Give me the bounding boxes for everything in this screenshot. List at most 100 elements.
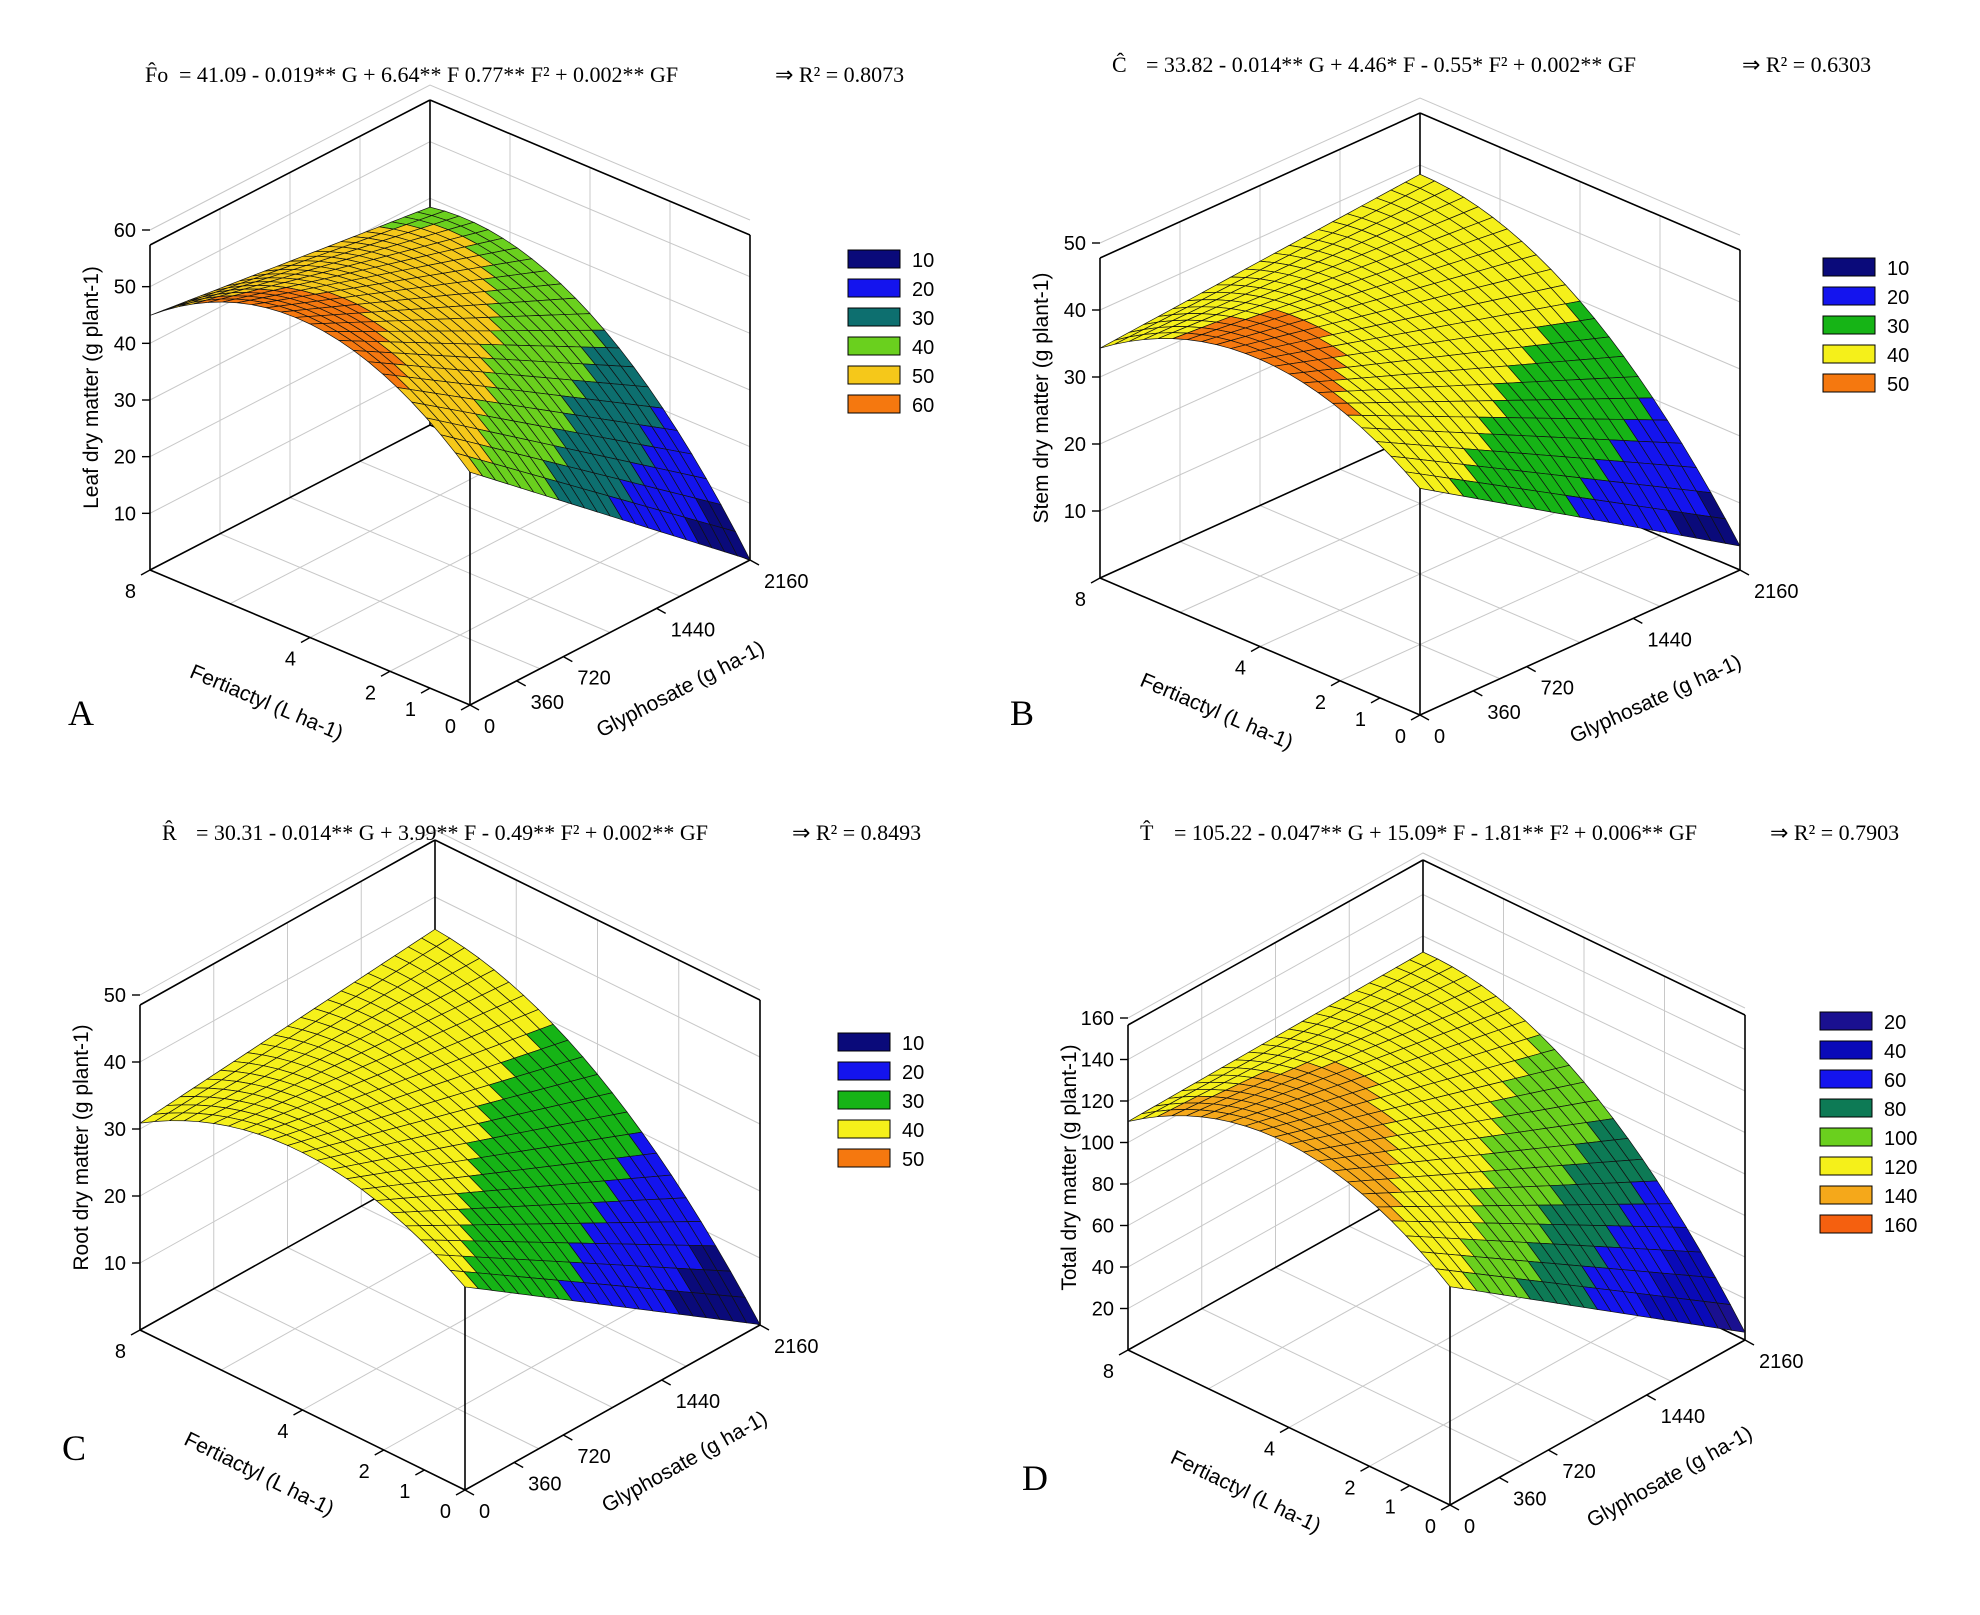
fertiactyl-tick	[1090, 577, 1101, 584]
z-tick-label: 40	[1064, 300, 1086, 322]
surface	[149, 206, 751, 561]
fertiactyl-tick	[1118, 1349, 1129, 1356]
z-tick-label: 140	[1081, 1050, 1114, 1072]
fertiactyl-tick-label: 8	[115, 1341, 126, 1363]
fertiactyl-tick	[380, 670, 391, 677]
glyphosate-tick	[749, 559, 760, 566]
legend-swatch	[1819, 1011, 1873, 1031]
glyphosate-axis-label: Glyphosate (g ha-1)	[593, 636, 768, 742]
box-edge	[1099, 112, 1421, 259]
equation-formula: = 33.82 - 0.014** G + 4.46* F - 0.55* F²…	[1146, 52, 1636, 77]
fertiactyl-tick-label: 8	[125, 581, 136, 603]
fertiactyl-tick	[1250, 645, 1261, 653]
z-tick-label: 60	[1092, 1216, 1114, 1238]
glyphosate-tick-label: 2160	[764, 571, 809, 593]
legend-label: 40	[912, 337, 934, 359]
z-axis-label: Stem dry matter (g plant-1)	[1030, 273, 1053, 524]
legend-label: 60	[1884, 1070, 1906, 1092]
box-edge	[434, 839, 761, 1001]
legend-swatch	[1822, 286, 1876, 306]
glyphosate-tick	[656, 607, 667, 614]
fertiactyl-tick	[1370, 697, 1381, 704]
equation-r2: ⇒ R² = 0.8073	[775, 62, 904, 87]
fertiactyl-tick-label: 2	[1344, 1477, 1355, 1499]
z-tick-label: 20	[114, 447, 136, 469]
wall-grid-line	[1127, 852, 1746, 1019]
box-edge	[1127, 1184, 1424, 1351]
legend-swatch	[847, 307, 901, 327]
legend-label: 50	[912, 366, 934, 388]
equation-formula: = 105.22 - 0.047** G + 15.09* F - 1.81**…	[1174, 820, 1697, 845]
wall-grid-line	[149, 84, 751, 231]
glyphosate-tick	[1646, 1394, 1657, 1401]
fertiactyl-tick	[1360, 1465, 1370, 1472]
floor-grid-line	[1349, 1225, 1672, 1382]
equation-formula: = 41.09 - 0.019** G + 6.64** F 0.77** F²…	[179, 62, 678, 87]
legend: 20 40 60 80 100 120 140 160	[1819, 1011, 1917, 1237]
z-tick-label: 30	[1064, 367, 1086, 389]
glyphosate-axis-label: Glyphosate (g ha-1)	[1583, 1422, 1756, 1533]
legend-swatch	[847, 249, 901, 269]
box-edge	[1419, 112, 1741, 251]
glyphosate-tick	[1632, 617, 1643, 624]
fertiactyl-tick	[130, 1329, 141, 1336]
legend-label: 30	[1887, 316, 1909, 338]
surface	[139, 928, 761, 1325]
equation: F̂o = 41.09 - 0.019** G + 6.64** F 0.77**…	[145, 62, 904, 87]
glyphosate-tick	[1419, 714, 1430, 721]
legend-label: 160	[1884, 1215, 1917, 1237]
legend-label: 120	[1884, 1157, 1917, 1179]
legend-swatch	[1822, 373, 1876, 393]
box-edge	[149, 99, 431, 246]
glyphosate-tick	[562, 656, 573, 663]
surface-cell	[449, 1269, 480, 1290]
glyphosate-tick	[1449, 1504, 1460, 1511]
fertiactyl-tick	[1400, 1485, 1411, 1492]
equation-response: F̂o	[145, 62, 168, 87]
glyphosate-tick	[1526, 666, 1537, 673]
glyphosate-tick-label: 360	[1487, 702, 1520, 724]
surface-cell	[1404, 471, 1436, 492]
legend: 10 20 30 40 50	[1822, 257, 1909, 396]
box-edge	[149, 424, 431, 571]
legend-swatch	[837, 1061, 891, 1081]
z-tick-label: 50	[1064, 233, 1086, 255]
fertiactyl-tick	[455, 1489, 466, 1496]
glyphosate-tick-label: 360	[528, 1474, 561, 1496]
legend-swatch	[837, 1148, 891, 1168]
glyphosate-tick	[1498, 1476, 1509, 1484]
fertiactyl-tick	[420, 687, 431, 694]
fertiactyl-tick	[300, 636, 311, 644]
box-edge	[1422, 859, 1746, 1016]
panel-d: 0 360 720 1440 2160 0 1 2 4 8 20 40 60 80 100 120 140 160…	[1022, 820, 1917, 1538]
legend-swatch	[1819, 1127, 1873, 1147]
glyphosate-tick-label: 720	[1541, 678, 1574, 700]
glyphosate-tick-label: 1440	[676, 1391, 721, 1413]
z-tick-label: 10	[104, 1253, 126, 1275]
legend-label: 140	[1884, 1186, 1917, 1208]
fertiactyl-tick-label: 2	[359, 1461, 370, 1483]
panel-b: 0 360 720 1440 2160 0 1 2 4 8 10 20 30 40 50 Glyphosate…	[1010, 52, 1909, 754]
fertiactyl-tick-label: 0	[1395, 726, 1406, 748]
glyphosate-tick-label: 0	[1434, 726, 1445, 748]
legend-label: 20	[1884, 1012, 1906, 1034]
fertiactyl-tick-label: 1	[1385, 1497, 1396, 1519]
z-tick-label: 20	[1092, 1299, 1114, 1321]
box-edge	[139, 839, 436, 1006]
equation: T̂ = 105.22 - 0.047** G + 15.09* F - 1.81…	[1140, 820, 1899, 845]
glyphosate-tick-label: 2160	[774, 1336, 819, 1358]
z-tick-label: 100	[1081, 1133, 1114, 1155]
glyphosate-tick-label: 1440	[1661, 1406, 1706, 1428]
wall-grid-line	[139, 829, 761, 996]
fertiactyl-axis-label: Fertiactyl (L ha-1)	[1137, 669, 1297, 755]
glyphosate-tick-label: 720	[577, 668, 610, 690]
fertiactyl-tick-label: 0	[445, 716, 456, 738]
glyphosate-tick-label: 1440	[1647, 629, 1692, 651]
legend-label: 30	[902, 1091, 924, 1113]
z-tick-label: 20	[1064, 434, 1086, 456]
legend-swatch	[1819, 1214, 1873, 1234]
wall-grid-line	[1099, 97, 1741, 244]
glyphosate-tick-label: 2160	[1759, 1351, 1804, 1373]
glyphosate-tick	[1547, 1449, 1558, 1456]
glyphosate-tick-label: 0	[484, 716, 495, 738]
